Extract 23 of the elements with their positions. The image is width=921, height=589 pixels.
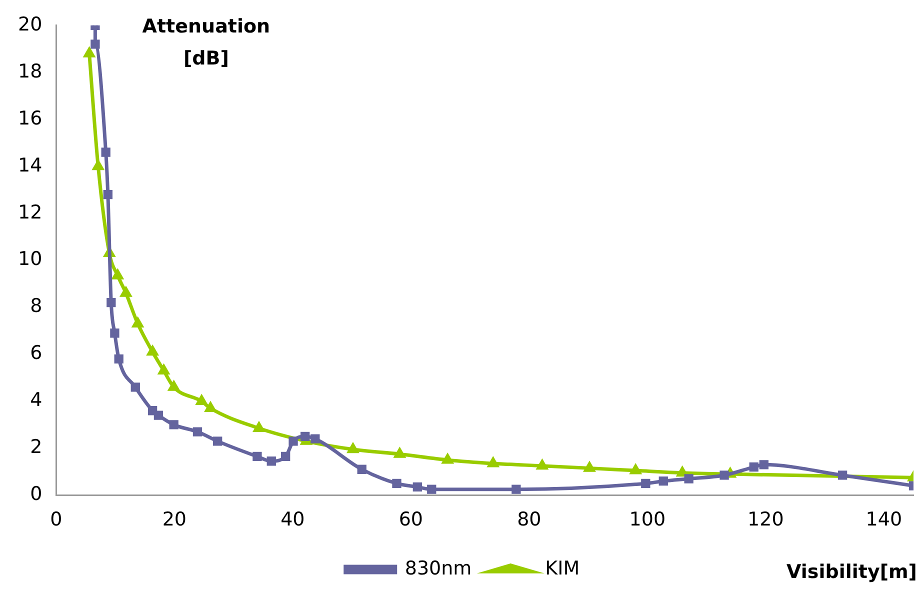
y-tick-label: 20 <box>18 13 42 36</box>
x-tick-label: 80 <box>517 508 542 531</box>
x-tick-label: 140 <box>866 508 902 531</box>
y-tick-label: 8 <box>30 295 42 318</box>
x-axis-title: Visibility[m] <box>786 560 917 583</box>
y-tick-label: 0 <box>30 483 42 506</box>
y-tick-label: 16 <box>18 107 42 130</box>
y-tick-label: 12 <box>18 201 42 224</box>
x-tick-label: 40 <box>280 508 305 531</box>
x-tick-label: 100 <box>629 508 666 531</box>
legend-label: KIM <box>545 557 580 580</box>
x-tick-label: 20 <box>162 508 187 531</box>
x-tick-label: 60 <box>398 508 424 531</box>
x-tick-label: 0 <box>50 508 62 531</box>
y-tick-label: 4 <box>30 389 42 412</box>
y-tick-label: 10 <box>18 248 42 270</box>
y-tick-label: 18 <box>18 60 42 82</box>
x-tick-label: 120 <box>748 508 784 531</box>
y-tick-label: 6 <box>30 342 42 364</box>
y-tick-label: 2 <box>30 436 42 458</box>
y-axis-title: Attenuation [dB] <box>142 15 270 70</box>
y-tick-label: 14 <box>18 154 42 176</box>
legend-label: 830nm <box>404 557 472 580</box>
